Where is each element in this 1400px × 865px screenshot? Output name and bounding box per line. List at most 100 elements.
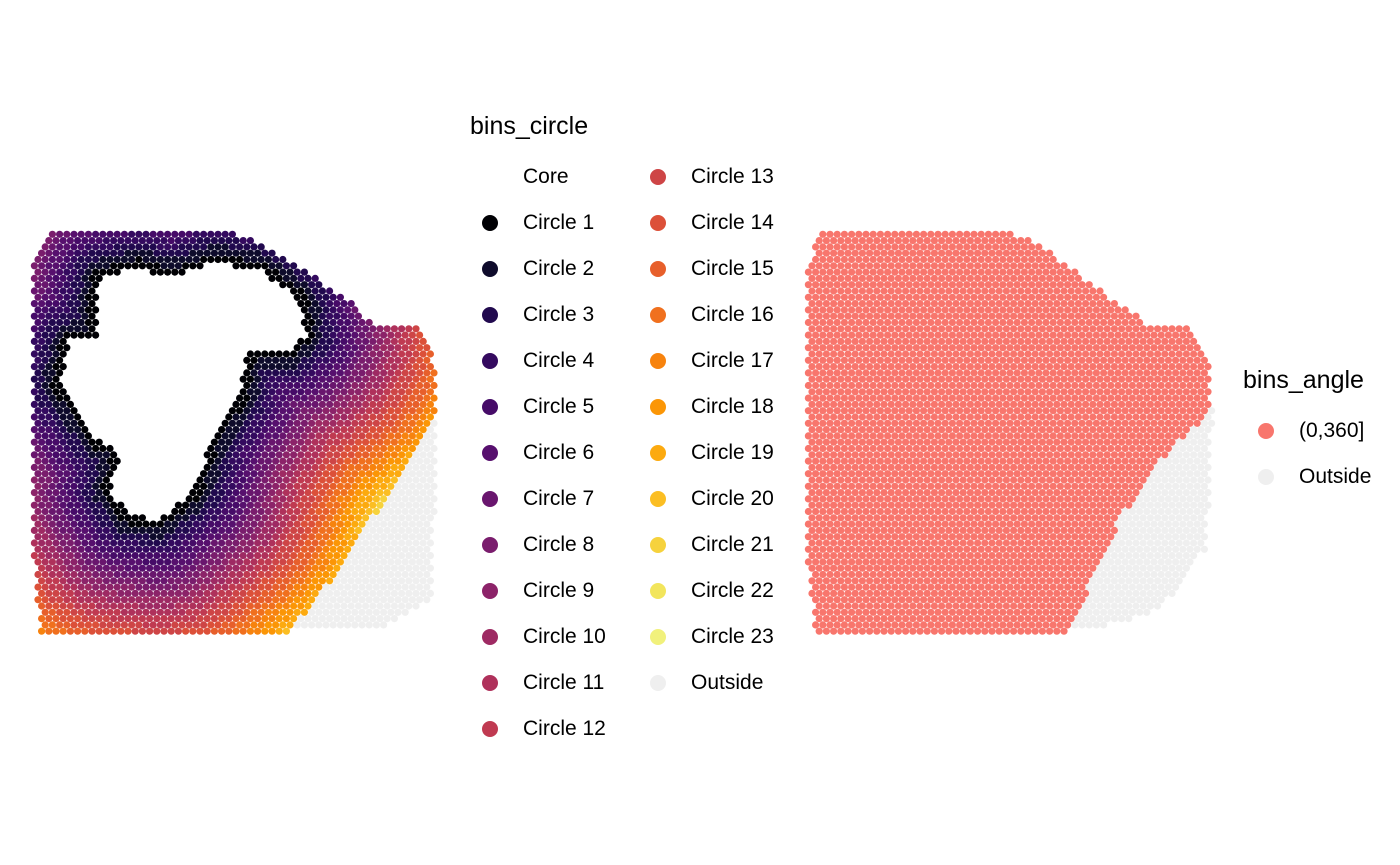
spot-point [390, 400, 398, 408]
spot-point [988, 451, 996, 459]
spot-point [182, 589, 190, 598]
spot-point [815, 451, 823, 459]
spot-point [866, 312, 874, 320]
spot-point [92, 293, 100, 301]
spot-point [171, 608, 179, 616]
spot-point [970, 331, 978, 339]
spot-point [48, 621, 57, 629]
spot-point [210, 463, 218, 471]
spot-point [880, 325, 888, 333]
spot-point [228, 583, 236, 591]
spot-point [826, 344, 834, 352]
spot-point [113, 255, 121, 264]
spot-point [142, 533, 150, 541]
spot-point [1074, 312, 1082, 320]
spot-point [804, 482, 813, 490]
spot-point [369, 451, 377, 459]
spot-point [912, 230, 921, 238]
spot-point [905, 318, 913, 327]
spot-point [1204, 413, 1212, 421]
spot-point [48, 495, 57, 503]
spot-point [131, 589, 139, 598]
spot-point [819, 318, 827, 327]
spot-point [1042, 432, 1050, 440]
spot-point [833, 482, 841, 490]
spot-point [52, 426, 60, 434]
spot-point [909, 463, 917, 471]
spot-point [369, 476, 377, 484]
spot-point [308, 407, 316, 415]
spot-point [120, 533, 128, 541]
spot-point [819, 331, 827, 339]
spot-point [405, 602, 413, 610]
spot-point [95, 627, 103, 635]
spot-point [405, 337, 413, 345]
spot-point [383, 577, 391, 585]
spot-point [268, 476, 276, 484]
spot-point [34, 583, 42, 591]
spot-point [383, 552, 391, 560]
spot-point [1096, 337, 1104, 345]
spot-point [300, 306, 308, 314]
spot-point [336, 293, 344, 301]
spot-point [923, 363, 931, 371]
spot-point [826, 281, 834, 289]
spot-point [1024, 476, 1032, 484]
spot-point [984, 507, 993, 516]
spot-point [977, 356, 985, 364]
spot-point [1114, 482, 1122, 490]
spot-point [941, 432, 949, 440]
spot-point [164, 558, 172, 566]
spot-point [347, 312, 355, 320]
spot-point [250, 558, 258, 566]
spot-point [1107, 507, 1115, 516]
spot-point [977, 331, 985, 339]
spot-point [916, 514, 924, 522]
spot-point [977, 444, 985, 453]
spot-point [1010, 325, 1018, 333]
spot-point [167, 249, 175, 257]
spot-point [1157, 381, 1165, 390]
spot-point [261, 463, 269, 471]
spot-point [1150, 507, 1158, 516]
spot-point [41, 621, 49, 629]
spot-point [344, 558, 352, 566]
spot-point [902, 249, 910, 257]
spot-point [909, 489, 917, 497]
spot-point [1085, 394, 1093, 402]
spot-point [819, 230, 827, 238]
spot-point [848, 419, 856, 427]
spot-point [1017, 489, 1025, 497]
spot-point [329, 545, 337, 553]
spot-point [362, 514, 370, 522]
spot-point [372, 608, 380, 616]
spot-point [945, 375, 953, 383]
spot-point [927, 457, 935, 465]
spot-point [264, 558, 272, 566]
spot-point [938, 375, 946, 383]
spot-point [1064, 432, 1072, 440]
spot-point [970, 407, 978, 415]
spot-point [1053, 274, 1061, 282]
spot-point [282, 501, 290, 509]
spot-point [830, 451, 838, 459]
spot-point [963, 369, 971, 377]
spot-point [1110, 501, 1118, 509]
spot-point [912, 381, 921, 390]
spot-point [1168, 325, 1176, 333]
spot-point [826, 507, 834, 516]
spot-point [264, 444, 272, 453]
spot-point [84, 545, 92, 553]
spot-point [41, 444, 49, 453]
spot-point [1164, 470, 1172, 478]
spot-point [333, 615, 341, 623]
spot-point [52, 274, 60, 282]
spot-point [977, 255, 985, 264]
spot-point [1139, 363, 1147, 371]
spot-point [293, 520, 301, 528]
spot-point [203, 237, 211, 245]
spot-point [45, 552, 53, 560]
spot-point [1067, 300, 1075, 308]
spot-point [1056, 507, 1064, 516]
spot-point [912, 268, 921, 276]
